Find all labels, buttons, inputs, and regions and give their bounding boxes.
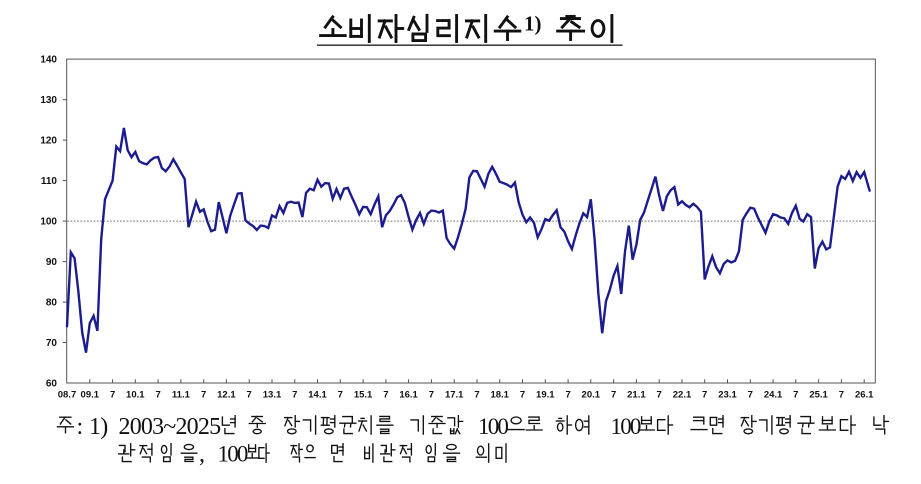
svg-text:7: 7 [611,390,616,401]
svg-text:26.1: 26.1 [855,390,874,401]
svg-text:7: 7 [839,390,844,401]
svg-text:7: 7 [155,390,160,401]
svg-text:7: 7 [338,390,343,401]
svg-text:25.1: 25.1 [809,390,828,401]
svg-text:15.1: 15.1 [354,390,373,401]
svg-text:7: 7 [247,390,252,401]
svg-text:7: 7 [474,390,479,401]
svg-text:7: 7 [520,390,525,401]
svg-text:140: 140 [40,55,57,66]
svg-text:100: 100 [478,414,508,439]
svg-text:16.1: 16.1 [399,390,418,401]
svg-text:11.1: 11.1 [172,390,191,401]
svg-text:14.1: 14.1 [308,390,327,401]
svg-text:130: 130 [40,95,57,106]
svg-text::: : [77,414,83,440]
svg-text:12.1: 12.1 [217,390,236,401]
svg-text:1): 1) [524,12,542,36]
svg-text:7: 7 [429,390,434,401]
svg-text:7: 7 [201,390,206,401]
svg-text:7: 7 [110,390,115,401]
svg-text:120: 120 [40,136,57,147]
svg-text:7: 7 [383,390,388,401]
svg-text:100: 100 [218,442,248,467]
svg-text:,: , [199,442,204,468]
svg-text:17.1: 17.1 [445,390,464,401]
svg-text:19.1: 19.1 [536,390,555,401]
svg-text:90: 90 [46,257,58,268]
svg-text:7: 7 [292,390,297,401]
svg-text:09.1: 09.1 [81,390,100,401]
svg-text:110: 110 [41,176,58,187]
svg-text:80: 80 [46,297,58,308]
svg-text:18.1: 18.1 [490,390,509,401]
svg-text:7: 7 [657,390,662,401]
svg-text:2003~2025: 2003~2025 [119,414,222,440]
svg-text:7: 7 [565,390,570,401]
svg-text:70: 70 [46,338,58,349]
svg-text:1): 1) [89,414,107,440]
svg-text:22.1: 22.1 [673,390,692,401]
svg-text:100: 100 [611,414,641,439]
svg-text:7: 7 [748,390,753,401]
svg-text:24.1: 24.1 [764,390,783,401]
svg-text:13.1: 13.1 [263,390,282,401]
svg-text:08.7: 08.7 [58,390,77,401]
svg-text:60: 60 [46,378,58,389]
svg-text:21.1: 21.1 [627,390,646,401]
svg-text:10.1: 10.1 [126,390,145,401]
svg-text:7: 7 [793,390,798,401]
svg-text:23.1: 23.1 [718,390,737,401]
svg-text:20.1: 20.1 [582,390,601,401]
svg-text:100: 100 [40,217,57,228]
svg-text:7: 7 [702,390,707,401]
